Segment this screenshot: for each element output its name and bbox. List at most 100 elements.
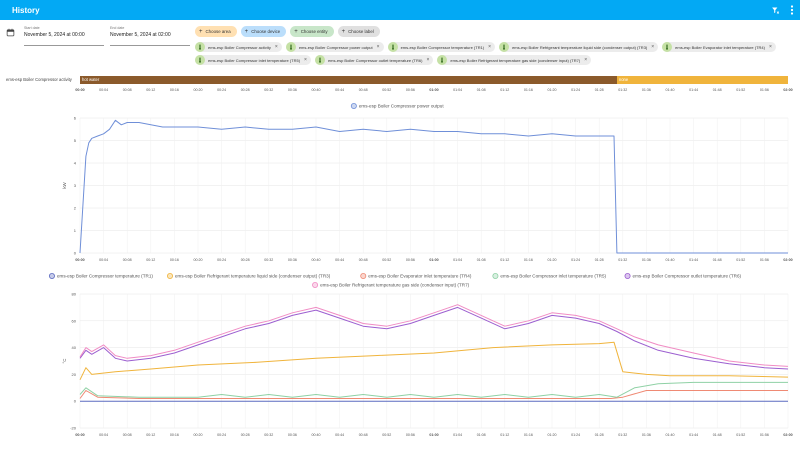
target-picker-buttons: + Choose area + Choose device + Choose entity…: [195, 26, 380, 37]
x-tick-label: 02:00: [783, 433, 792, 437]
filters-panel: Start date November 5, 2024 at 00:00 End…: [0, 20, 800, 72]
power-output-chart: ems-esp Boiler Compressor power output 0 1…: [0, 100, 800, 268]
remove-chip-icon[interactable]: ×: [584, 57, 588, 63]
legend-marker: [48, 273, 55, 279]
timeline-tick-label: 01:00: [429, 88, 439, 92]
compressor-icon: [195, 42, 205, 52]
legend-label[interactable]: ems-esp Boiler Evaporator inlet temperat…: [368, 274, 472, 279]
x-tick-label: 01:52: [736, 433, 745, 437]
end-date-value: November 5, 2024 at 02:00: [110, 32, 171, 38]
timeline-tick-label: 00:36: [287, 88, 297, 92]
timeline-tick-label: 00:28: [240, 88, 250, 92]
entity-chip-label: ems-esp Boiler Compressor outlet tempera…: [327, 57, 423, 63]
series-line: [79, 306, 789, 370]
entity-chip[interactable]: ems-esp Boiler Compressor activity ×: [195, 42, 282, 52]
x-tick-label: 01:40: [666, 258, 675, 262]
y-tick-label: 3: [74, 183, 77, 188]
remove-chip-icon[interactable]: ×: [274, 44, 278, 50]
timeline-tick-label: 01:12: [500, 88, 510, 92]
page-title: History: [12, 5, 40, 15]
x-tick-label: 00:28: [241, 433, 250, 437]
y-tick-label: 80: [72, 292, 77, 297]
entity-chip[interactable]: ems-esp Boiler Refrigerant temperature g…: [437, 55, 592, 65]
entity-chip[interactable]: ems-esp Boiler Compressor temperature (T…: [387, 42, 496, 52]
timeline-tick-label: 00:40: [311, 88, 321, 92]
entity-chip[interactable]: ems-esp Boiler Compressor outlet tempera…: [314, 55, 434, 65]
x-tick-label: 00:52: [382, 433, 391, 437]
choose-button-0[interactable]: + Choose area: [195, 26, 237, 37]
legend-label[interactable]: ems-esp Boiler Compressor outlet tempera…: [633, 274, 742, 279]
legend-label[interactable]: ems-esp Boiler Compressor inlet temperat…: [500, 274, 606, 279]
x-tick-label: 00:28: [241, 258, 250, 262]
plus-icon: +: [294, 28, 298, 35]
legend-label[interactable]: ems-esp Boiler Compressor power output: [359, 104, 444, 109]
x-tick-label: 01:04: [453, 258, 462, 262]
choose-button-3[interactable]: + Choose label: [337, 26, 380, 37]
remove-chip-icon[interactable]: ×: [488, 44, 492, 50]
x-tick-label: 00:24: [217, 258, 226, 262]
choose-button-1[interactable]: + Choose device: [240, 26, 287, 37]
x-tick-label: 00:56: [406, 258, 415, 262]
plus-icon: +: [341, 28, 346, 35]
filter-remove-icon[interactable]: [771, 6, 780, 15]
x-tick-label: 01:40: [666, 433, 675, 437]
entity-chip[interactable]: ems-esp Boiler Evaporator inlet temperat…: [662, 42, 776, 52]
end-date-field[interactable]: End date November 5, 2024 at 02:00: [110, 26, 190, 45]
remove-chip-icon[interactable]: ×: [651, 44, 655, 50]
y-axis-label: °C: [62, 359, 67, 364]
x-tick-label: 01:12: [500, 258, 509, 262]
timeline-tick-label: 00:12: [146, 88, 156, 92]
timeline-segment[interactable]: hot water: [80, 76, 617, 84]
plus-icon: +: [244, 28, 249, 35]
timeline-segment[interactable]: none: [616, 76, 788, 84]
x-tick-label: 01:36: [642, 433, 651, 437]
timeline-tick-label: 01:56: [759, 88, 769, 92]
entity-chip[interactable]: ems-esp Boiler Refrigerant temperature l…: [499, 42, 659, 52]
series-line: [79, 304, 789, 367]
legend-label[interactable]: ems-esp Boiler Compressor temperature (T…: [57, 274, 153, 279]
temperature-chart-svg: ems-esp Boiler Compressor temperature (T…: [48, 273, 793, 437]
legend-label[interactable]: ems-esp Boiler Refrigerant temperature g…: [320, 283, 470, 288]
legend-marker: [492, 273, 499, 279]
entity-chip-label: ems-esp Boiler Evaporator inlet temperat…: [675, 44, 765, 50]
legend-marker: [350, 103, 357, 109]
remove-chip-icon[interactable]: ×: [304, 57, 307, 63]
choose-button-2[interactable]: + Choose entity: [290, 26, 334, 37]
x-tick-label: 01:16: [524, 258, 533, 262]
plus-icon: +: [199, 28, 203, 35]
timeline-tick-label: 01:44: [689, 88, 699, 92]
entity-chip[interactable]: ems-esp Boiler Compressor power output ×: [285, 42, 384, 52]
thermometer-icon: [195, 55, 205, 65]
x-tick-label: 00:52: [382, 258, 391, 262]
y-tick-label: 60: [72, 318, 77, 323]
timeline-tick-label: 01:32: [618, 88, 628, 92]
x-tick-label: 01:00: [429, 258, 438, 262]
remove-chip-icon[interactable]: ×: [426, 57, 430, 63]
entity-chip-label: ems-esp Boiler Compressor activity: [208, 44, 271, 50]
timeline-tick-label: 01:48: [712, 88, 722, 92]
timeline-tick-label: 01:20: [547, 88, 557, 92]
timeline-tick-label: 00:00: [75, 88, 85, 92]
x-tick-label: 00:44: [335, 433, 344, 437]
timeline-tick-label: 01:16: [523, 88, 533, 92]
choose-button-label: Choose label: [348, 29, 374, 34]
y-tick-label: 0: [74, 251, 77, 256]
x-tick-label: 01:08: [477, 258, 486, 262]
entity-chip-label: ems-esp Boiler Compressor power output: [298, 44, 373, 50]
timeline-tick-label: 00:48: [358, 88, 368, 92]
x-tick-label: 00:20: [194, 433, 203, 437]
remove-chip-icon[interactable]: ×: [768, 44, 772, 50]
legend-marker: [360, 273, 367, 279]
calendar-icon[interactable]: [6, 28, 15, 37]
legend-marker: [312, 281, 319, 288]
dots-vertical-icon[interactable]: [790, 5, 794, 15]
legend-label[interactable]: ems-esp Boiler Refrigerant temperature l…: [175, 274, 331, 279]
app-bar: History: [0, 0, 800, 20]
x-tick-label: 00:12: [146, 433, 155, 437]
start-date-field[interactable]: Start date November 5, 2024 at 00:00: [24, 26, 104, 45]
x-tick-label: 01:56: [760, 433, 769, 437]
x-tick-label: 01:44: [689, 433, 698, 437]
x-tick-label: 01:56: [760, 258, 769, 262]
remove-chip-icon[interactable]: ×: [376, 44, 380, 50]
entity-chip[interactable]: ems-esp Boiler Compressor inlet temperat…: [195, 55, 311, 65]
